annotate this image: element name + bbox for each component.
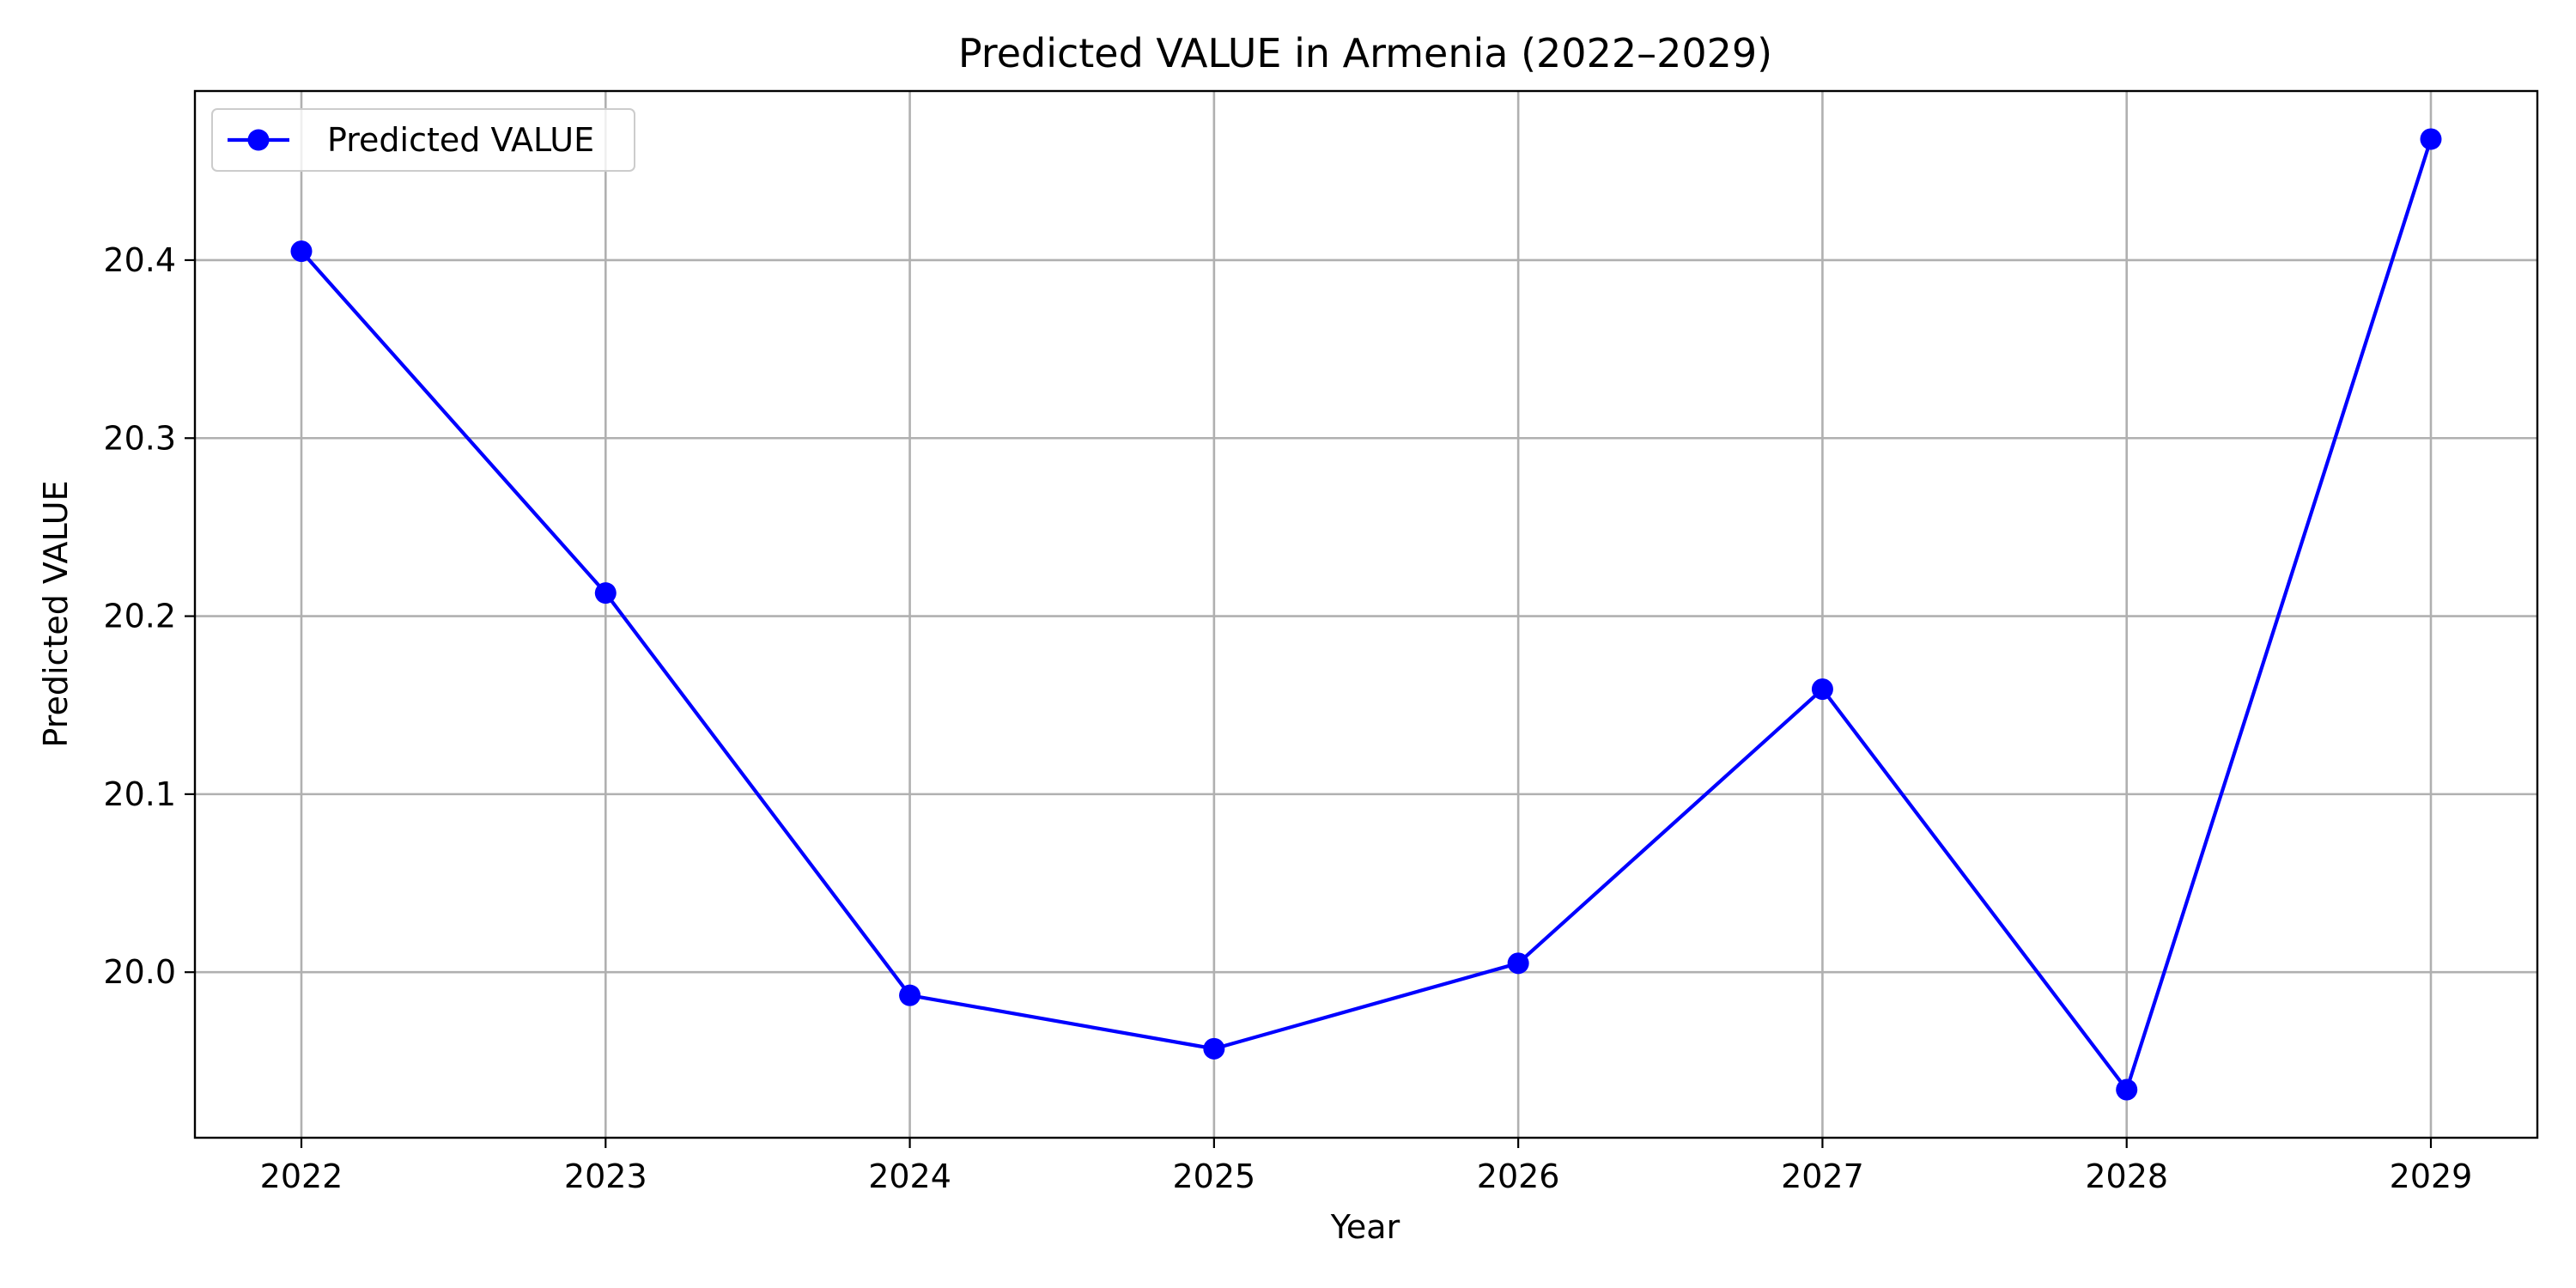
axes: 2022 2023 2024 2025 2026 2027 2028 2029 20.0 20.1… (103, 89, 2539, 1195)
x-axis-title: Year (1330, 1208, 1400, 1246)
data-point (899, 984, 921, 1006)
y-tick-label: 20.1 (103, 775, 176, 813)
data-point (1203, 1037, 1225, 1060)
y-axis-title: Predicted VALUE (37, 480, 75, 747)
data-point (2420, 128, 2442, 150)
legend-box (211, 108, 635, 172)
y-tick-label: 20.0 (103, 953, 176, 991)
data-point (290, 240, 313, 263)
y-tick-label: 20.2 (103, 598, 176, 635)
y-tick-label: 20.3 (103, 419, 176, 457)
data-point (2116, 1078, 2138, 1101)
grid (195, 91, 2537, 1138)
x-tick-label: 2027 (1781, 1157, 1864, 1195)
chart-title: Predicted VALUE in Armenia (2022–2029) (958, 30, 1772, 76)
data-point (594, 582, 617, 605)
data-point (1507, 952, 1529, 975)
x-tick-label: 2028 (2085, 1157, 2168, 1195)
legend-marker (247, 129, 270, 151)
plot-frame (193, 89, 2539, 1139)
x-tick-label: 2026 (1477, 1157, 1560, 1195)
data-point (1811, 678, 1833, 701)
x-tick-label: 2025 (1172, 1157, 1255, 1195)
x-tick-label: 2023 (564, 1157, 647, 1195)
legend-label: Predicted VALUE (327, 121, 594, 159)
y-tick-label: 20.4 (103, 241, 176, 279)
x-tick-label: 2022 (260, 1157, 343, 1195)
x-tick-label: 2029 (2390, 1157, 2473, 1195)
x-tick-label: 2024 (868, 1157, 951, 1195)
legend: Predicted VALUE (211, 108, 635, 172)
series-layer (290, 128, 2442, 1101)
series-line (300, 138, 2433, 1092)
